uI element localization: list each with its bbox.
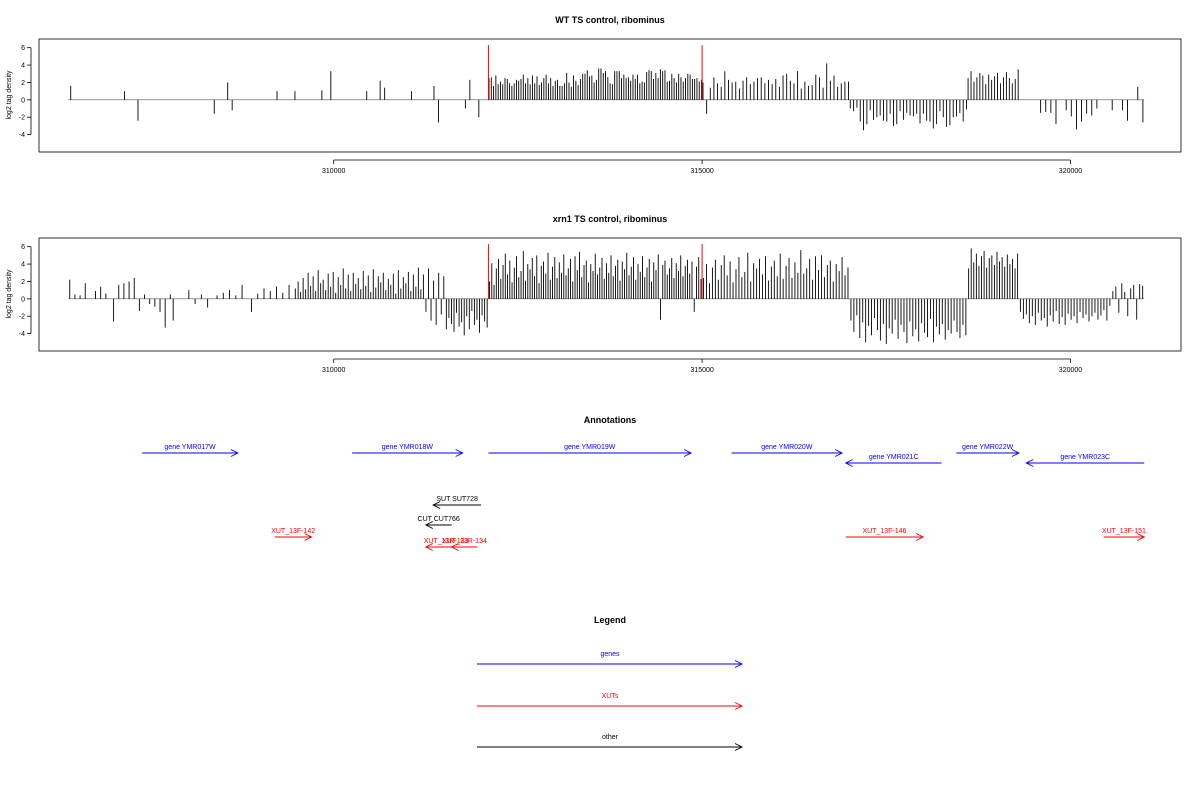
wt-panel-title: WT TS control, ribominus — [555, 15, 665, 25]
y-tick-label: 0 — [21, 296, 25, 303]
annotation-label: gene YMR022W — [962, 444, 1014, 451]
y-tick-label: -4 — [19, 331, 25, 338]
x-tick-label: 320000 — [1059, 367, 1082, 374]
x-tick-label: 310000 — [322, 367, 345, 374]
wt-x-axis: 310000 315000 320000 — [322, 159, 1082, 175]
annotation-label: XUT_13R-134 — [442, 538, 487, 545]
xrn1-x-axis: 310000 315000 320000 — [322, 358, 1082, 374]
wt-coverage-panel: WT TS control, ribominus log2 tag densit… — [6, 15, 1182, 175]
y-tick-label: 4 — [21, 262, 25, 269]
x-tick-label: 310000 — [322, 168, 345, 175]
y-tick-label: 2 — [21, 279, 25, 286]
annotation-label: gene YMR023C — [1060, 454, 1110, 461]
legend-title: Legend — [594, 615, 626, 625]
legend-label-gene: genes — [600, 651, 620, 658]
legend-label-other: other — [602, 734, 619, 741]
annotation-arrow — [1025, 459, 1145, 467]
legend-entries: genes XUTs other — [477, 651, 744, 751]
y-tick-label: 6 — [21, 45, 25, 52]
legend-arrow-xut — [477, 702, 744, 710]
annotation-arrow — [352, 449, 464, 457]
y-tick-label: 4 — [21, 63, 25, 70]
wt-y-axis: -4 -2 0 2 4 6 — [19, 45, 32, 139]
annotation-label: gene YMR020W — [761, 444, 813, 451]
y-tick-label: 2 — [21, 80, 25, 87]
annotation-features: gene YMR017W gene YMR018W gene YMR019W gene… — [142, 444, 1146, 551]
annotation-arrow — [731, 449, 844, 457]
xrn1-y-axis-label: log2 tag density — [6, 269, 13, 319]
annotation-arrow — [1103, 533, 1146, 541]
xrn1-panel-title: xrn1 TS control, ribominus — [553, 214, 668, 224]
xrn1-coverage-panel: xrn1 TS control, ribominus log2 tag dens… — [6, 214, 1182, 374]
annotation-arrow — [424, 521, 452, 529]
wt-bars — [68, 45, 1145, 131]
annotation-arrow — [432, 501, 482, 509]
annotation-arrow — [274, 533, 313, 541]
annotation-arrow — [488, 449, 693, 457]
x-tick-label: 315000 — [690, 367, 713, 374]
annotation-label: SUT SUT728 — [436, 496, 478, 503]
y-tick-label: -4 — [19, 132, 25, 139]
annotation-arrow — [956, 449, 1020, 457]
annotation-label: gene YMR019W — [564, 444, 616, 451]
wt-plot-frame — [38, 38, 1182, 153]
xrn1-bars — [68, 244, 1145, 345]
annotation-arrow — [844, 459, 942, 467]
annotation-arrow — [142, 449, 239, 457]
annotation-label: XUT_13F-146 — [862, 528, 906, 535]
xrn1-plot-frame — [38, 237, 1182, 352]
legend-arrow-other — [477, 743, 744, 751]
annotation-label: gene YMR017W — [164, 444, 216, 451]
annotations-track: Annotations gene YMR017W gene YMR018W gene… — [142, 415, 1146, 551]
annotation-label: gene YMR021C — [869, 454, 919, 461]
x-tick-label: 315000 — [690, 168, 713, 175]
annotations-title: Annotations — [584, 415, 637, 425]
legend: Legend genes XUTs other — [477, 615, 744, 751]
annotation-label: CUT CUT766 — [418, 516, 460, 523]
legend-label-xut: XUTs — [602, 693, 619, 700]
y-tick-label: 0 — [21, 97, 25, 104]
annotation-label: XUT_13F-142 — [271, 528, 315, 535]
annotation-arrow — [845, 533, 925, 541]
annotation-label: gene YMR018W — [382, 444, 434, 451]
annotation-label: XUT_13R-133 — [424, 538, 469, 545]
y-tick-label: -2 — [19, 314, 25, 321]
wt-y-axis-label: log2 tag density — [6, 70, 13, 120]
xrn1-y-axis: -4 -2 0 2 4 6 — [19, 244, 32, 338]
annotation-arrow — [450, 543, 478, 551]
legend-arrow-gene — [477, 660, 744, 668]
y-tick-label: 6 — [21, 244, 25, 251]
x-tick-label: 320000 — [1059, 168, 1082, 175]
y-tick-label: -2 — [19, 115, 25, 122]
annotation-label: XUT_13F-151 — [1102, 528, 1146, 535]
